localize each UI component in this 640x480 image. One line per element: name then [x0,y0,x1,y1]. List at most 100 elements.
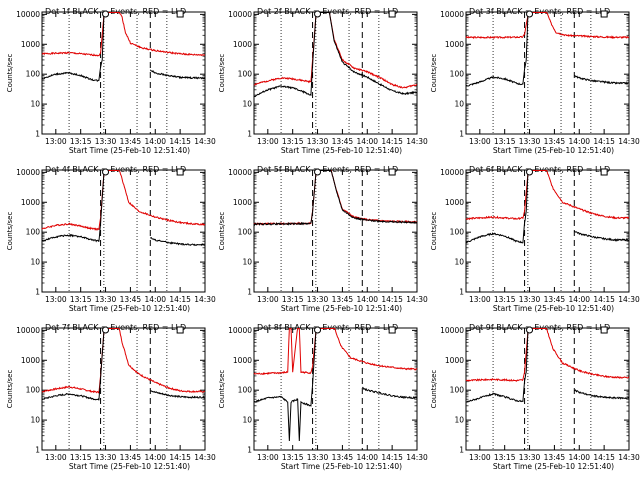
x-tick-label: 14:30 [194,295,216,304]
y-axis-title: Counts/sec [218,212,226,251]
x-tick-label: 13:45 [120,453,142,462]
detector-plot-8: Det 8f BLACK = Events, RED = LLD 1 10 100 10… [218,323,428,471]
events-rate-line-after [573,230,630,242]
x-tick-label: 14:00 [144,453,166,462]
start-circle-marker [314,326,322,334]
x-tick-label: 13:00 [45,453,67,462]
x-tick-label: 14:00 [356,453,378,462]
lld-rate-line [253,328,418,376]
x-axis-title: Start Time (25-Feb-10 12:51:40) [281,462,402,471]
events-rate-line [465,328,532,403]
end-square-marker [176,168,184,176]
y-tick-label: 1000 [445,40,464,49]
detector-plot-4: Det 4f BLACK = Events, RED = LLD 1 10 100 10… [6,165,216,313]
y-tick-label: 1 [459,446,464,455]
events-rate-line-after [574,389,630,400]
y-tick-label: 10 [242,416,252,425]
detector-plot-9: Det 9f BLACK = Events, RED = LLD 1 10 100 10… [430,323,640,471]
y-tick-label: 100 [26,228,41,237]
x-tick-label: 14:30 [406,295,428,304]
x-tick-label: 14:15 [593,453,615,462]
x-tick-label: 13:30 [307,453,329,462]
plot-title: Det 4f BLACK = Events, RED = LLD [45,165,186,174]
x-tick-label: 13:00 [257,453,279,462]
x-axis-title: Start Time (25-Feb-10 12:51:40) [281,304,402,313]
lld-rate-line [465,170,630,221]
x-tick-label: 13:15 [494,295,516,304]
plot-frame [41,327,206,451]
x-tick-label: 13:00 [45,137,67,146]
y-axis-title: Counts/sec [6,212,14,251]
start-circle-marker [526,10,534,18]
x-tick-label: 13:45 [544,295,566,304]
end-square-marker [388,168,396,176]
y-tick-label: 1 [247,130,252,139]
x-tick-label: 14:15 [593,137,615,146]
x-tick-label: 14:00 [568,453,590,462]
x-tick-label: 14:30 [406,453,428,462]
events-rate-line-after [149,69,206,80]
plot-title: Det 7f BLACK = Events, RED = LLD [45,323,186,332]
end-square-marker [600,10,608,18]
end-square-marker [600,326,608,334]
y-tick-label: 10000 [228,326,252,335]
y-tick-label: 1000 [21,198,40,207]
events-rate-line [41,328,108,401]
x-tick-label: 14:30 [406,137,428,146]
x-tick-label: 13:00 [257,137,279,146]
y-axis-title: Counts/sec [218,54,226,93]
y-tick-label: 1000 [233,40,252,49]
detector-plot-2: Det 2f BLACK = Events, RED = LLD 1 10 100 10… [218,7,428,155]
x-tick-label: 14:00 [568,295,590,304]
y-tick-label: 1000 [21,356,40,365]
detector-plot-1: Det 1f BLACK = Events, RED = LLD 1 10 100 10… [6,7,216,155]
x-axis-title: Start Time (25-Feb-10 12:51:40) [69,146,190,155]
start-circle-marker [314,168,322,176]
x-tick-label: 14:15 [593,295,615,304]
x-axis-title: Start Time (25-Feb-10 12:51:40) [281,146,402,155]
y-tick-label: 100 [238,228,253,237]
y-tick-label: 10000 [16,168,40,177]
x-tick-label: 13:45 [332,295,354,304]
plot-frame [41,169,206,293]
events-rate-line [41,12,108,82]
end-square-marker [388,10,396,18]
y-tick-label: 10 [30,416,40,425]
y-tick-label: 10000 [228,168,252,177]
x-tick-label: 14:15 [381,453,403,462]
y-tick-label: 10000 [16,10,40,19]
y-tick-label: 100 [450,386,465,395]
y-tick-label: 10 [454,416,464,425]
lld-rate-line [41,170,206,231]
y-tick-label: 1 [35,130,40,139]
start-circle-marker [102,168,110,176]
x-axis-title: Start Time (25-Feb-10 12:51:40) [493,304,614,313]
y-axis-title: Counts/sec [218,370,226,409]
y-tick-label: 1 [459,130,464,139]
end-square-marker [600,168,608,176]
y-tick-label: 100 [26,70,41,79]
y-tick-label: 100 [26,386,41,395]
end-square-marker [176,326,184,334]
events-rate-line-after [149,237,206,247]
x-tick-label: 13:45 [332,453,354,462]
x-tick-label: 14:30 [194,453,216,462]
start-circle-marker [526,326,534,334]
x-tick-label: 13:30 [95,295,117,304]
x-tick-label: 13:00 [45,295,67,304]
y-tick-label: 100 [450,228,465,237]
x-tick-label: 13:45 [120,137,142,146]
lld-rate-line [41,328,206,394]
x-tick-label: 13:15 [494,137,516,146]
x-tick-label: 13:30 [307,137,329,146]
x-tick-label: 13:30 [95,453,117,462]
end-square-marker [176,10,184,18]
y-tick-label: 10 [454,258,464,267]
y-tick-label: 10 [242,258,252,267]
x-tick-label: 13:30 [519,137,541,146]
plot-title: Det 2f BLACK = Events, RED = LLD [257,7,398,16]
x-tick-label: 14:30 [194,137,216,146]
detector-plot-7: Det 7f BLACK = Events, RED = LLD 1 10 100 10… [6,323,216,471]
